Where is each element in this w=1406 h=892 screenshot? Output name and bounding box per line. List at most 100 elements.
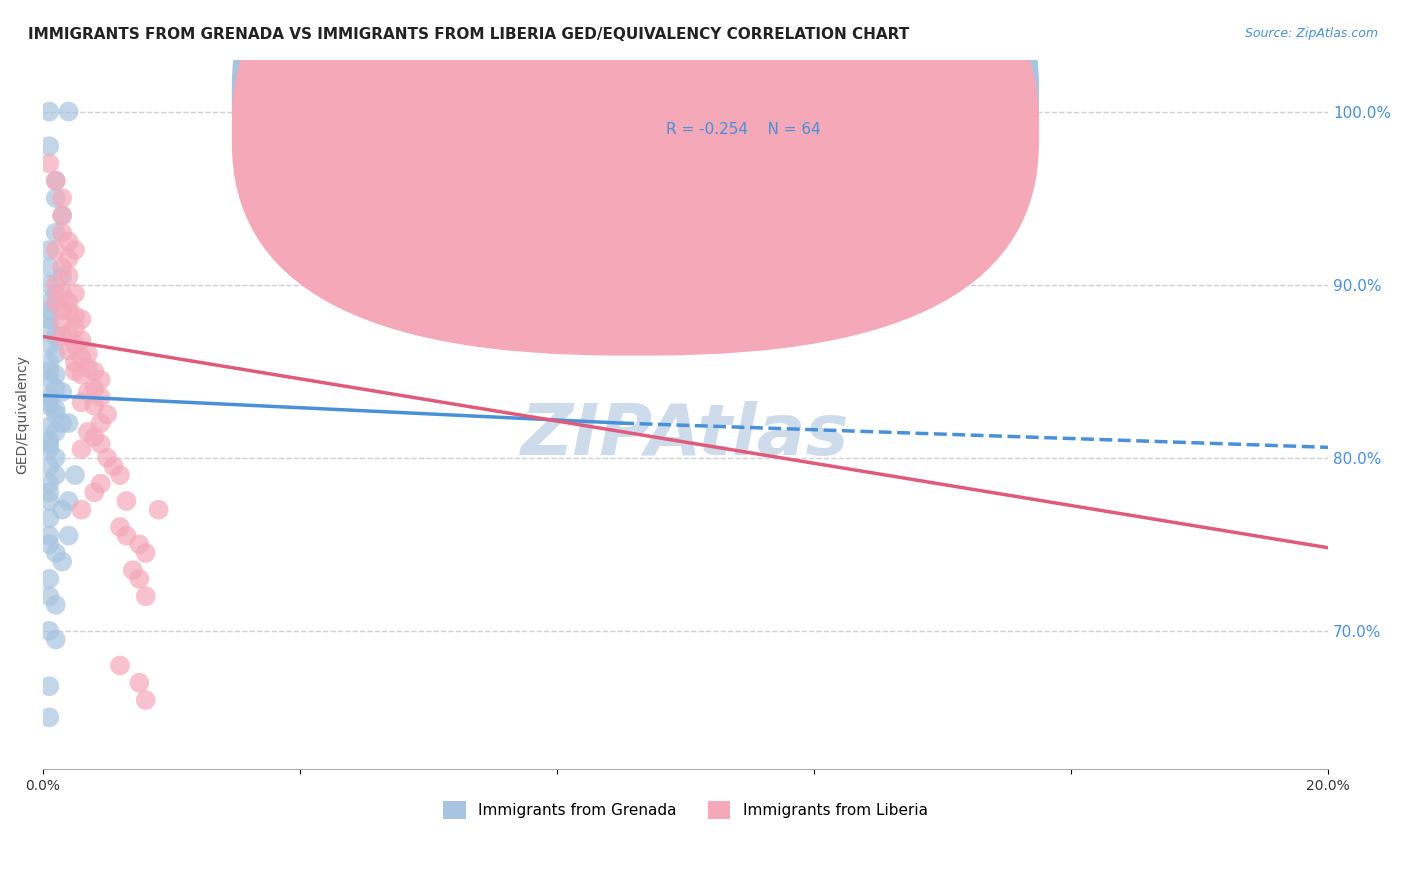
Point (90, 476, 112, 491)
Text: R = -0.020    N = 59: R = -0.020 N = 59 (666, 87, 821, 102)
Point (38, 434, 60, 448)
Text: R = -0.254    N = 64: R = -0.254 N = 64 (666, 122, 821, 137)
Point (58, 326, 80, 340)
Point (38, 243, 60, 257)
Point (128, 537, 150, 551)
Point (45, 277, 67, 292)
Point (51, 502, 73, 516)
Point (45, 546, 67, 560)
Point (45, 450, 67, 465)
Point (90, 416, 112, 430)
Point (51, 191, 73, 205)
Point (63, 468, 86, 483)
FancyBboxPatch shape (232, 0, 1039, 356)
Point (58, 294, 80, 309)
Point (58, 252, 80, 266)
Point (38, 390, 60, 404)
Point (96, 450, 118, 465)
Point (38, 537, 60, 551)
Point (90, 390, 112, 404)
Point (38, 355, 60, 369)
Point (76, 360, 98, 375)
Point (38, 139, 60, 153)
Point (63, 309, 86, 323)
Y-axis label: GED/Equivalency: GED/Equivalency (15, 355, 30, 474)
Point (83, 399, 105, 413)
Point (83, 430, 105, 444)
Point (38, 294, 60, 309)
Point (108, 658, 131, 673)
Point (96, 408, 118, 422)
Point (45, 425, 67, 439)
Point (70, 395, 93, 409)
Point (135, 693, 157, 707)
Legend: Immigrants from Grenada, Immigrants from Liberia: Immigrants from Grenada, Immigrants from… (437, 795, 934, 825)
Point (58, 104, 80, 119)
Point (38, 104, 60, 119)
Point (58, 235, 80, 249)
Point (38, 528, 60, 542)
FancyBboxPatch shape (232, 0, 1039, 320)
Point (83, 485, 105, 500)
Point (38, 485, 60, 500)
Point (38, 476, 60, 491)
Point (128, 675, 150, 690)
Point (45, 174, 67, 188)
Point (38, 419, 60, 434)
Point (38, 710, 60, 724)
Point (38, 437, 60, 451)
Point (51, 260, 73, 275)
Point (45, 286, 67, 301)
Point (45, 243, 67, 257)
Point (38, 589, 60, 603)
Point (121, 563, 143, 577)
Point (115, 494, 138, 508)
Point (51, 226, 73, 240)
Point (45, 191, 67, 205)
Point (45, 368, 67, 382)
Point (51, 286, 73, 301)
Point (38, 572, 60, 586)
Point (103, 459, 125, 474)
Point (51, 555, 73, 569)
Point (58, 343, 80, 358)
Point (63, 355, 86, 369)
Point (38, 459, 60, 474)
Point (45, 382, 67, 396)
Point (38, 156, 60, 170)
Point (51, 208, 73, 222)
Point (38, 364, 60, 378)
Point (63, 364, 86, 378)
Point (70, 502, 93, 516)
Point (76, 425, 98, 439)
Point (148, 502, 170, 516)
Point (38, 321, 60, 335)
Point (45, 402, 67, 417)
Point (38, 260, 60, 275)
Point (45, 347, 67, 361)
Point (76, 347, 98, 361)
Point (38, 395, 60, 409)
Point (45, 598, 67, 612)
Point (58, 268, 80, 283)
Point (90, 373, 112, 387)
Point (51, 416, 73, 430)
Point (45, 226, 67, 240)
Point (76, 384, 98, 399)
Text: ZIPAtlas: ZIPAtlas (522, 401, 849, 470)
Point (38, 338, 60, 352)
Point (38, 494, 60, 508)
Point (51, 384, 73, 399)
Point (38, 679, 60, 693)
Point (63, 286, 86, 301)
Point (58, 303, 80, 318)
Point (45, 468, 67, 483)
Point (45, 329, 67, 343)
Point (58, 416, 80, 430)
Point (108, 520, 131, 534)
Point (63, 243, 86, 257)
Point (135, 589, 157, 603)
Point (108, 468, 131, 483)
Point (51, 303, 73, 318)
Point (70, 442, 93, 456)
